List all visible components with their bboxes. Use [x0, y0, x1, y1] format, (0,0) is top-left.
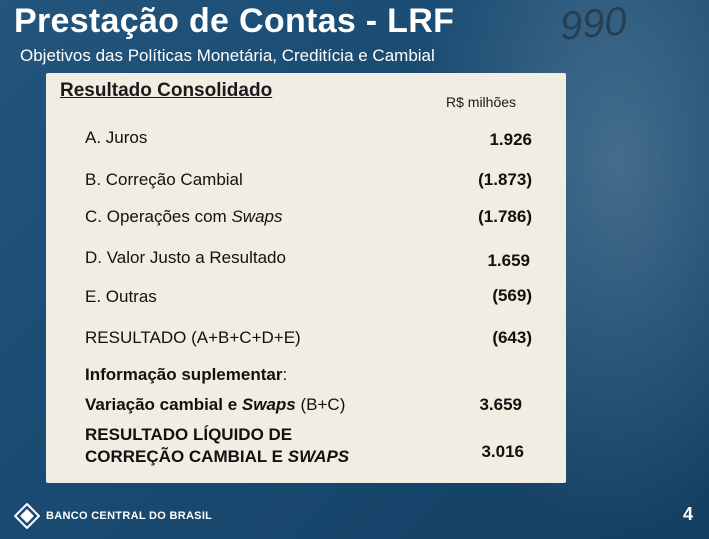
row-label-operacoes-swaps: C. Operações com Swaps: [85, 207, 283, 226]
supplementary-label-line1: RESULTADO LÍQUIDO DE: [85, 425, 293, 444]
row-value-resultado: (643): [492, 328, 532, 347]
supplementary-value-resultado-liquido: 3.016: [481, 442, 524, 461]
row-label-correcao-cambial: B. Correção Cambial: [85, 170, 243, 189]
page-number: 4: [682, 504, 693, 524]
supplementary-label-resultado-liquido: RESULTADO LÍQUIDO DE CORREÇÃO CAMBIAL E …: [85, 424, 349, 468]
section-heading: Resultado Consolidado: [60, 80, 273, 101]
footer: BANCO CENTRAL DO BRASIL 4: [0, 489, 709, 539]
row-value-operacoes-swaps: (1.786): [478, 207, 532, 226]
slide-subtitle: Objetivos das Políticas Monetária, Credi…: [20, 46, 435, 65]
supplementary-value-variacao: 3.659: [479, 395, 522, 414]
supplementary-label-line2: CORREÇÃO CAMBIAL E SWAPS: [85, 447, 350, 466]
banknote-serial: 990: [558, 0, 629, 49]
bcb-logo-text: BANCO CENTRAL DO BRASIL: [46, 510, 213, 522]
row-label-outras: E. Outras: [85, 287, 157, 306]
content-panel: [46, 73, 566, 483]
row-label-resultado: RESULTADO (A+B+C+D+E): [85, 328, 301, 347]
row-value-valor-justo: 1.659: [487, 251, 530, 270]
row-value-correcao-cambial: (1.873): [478, 170, 532, 189]
row-label-valor-justo: D. Valor Justo a Resultado: [85, 248, 286, 267]
bcb-logo: BANCO CENTRAL DO BRASIL: [14, 503, 212, 529]
row-value-outras: (569): [492, 286, 532, 305]
supplementary-title: Informação suplementar:: [85, 365, 288, 384]
bcb-logo-icon: [14, 503, 40, 529]
supplementary-label-variacao: Variação cambial e Swaps (B+C): [85, 395, 346, 414]
row-label-juros: A. Juros: [85, 128, 148, 147]
slide-title: Prestação de Contas - LRF: [14, 2, 455, 40]
row-value-juros: 1.926: [489, 130, 532, 149]
unit-label: R$ milhões: [446, 94, 517, 110]
